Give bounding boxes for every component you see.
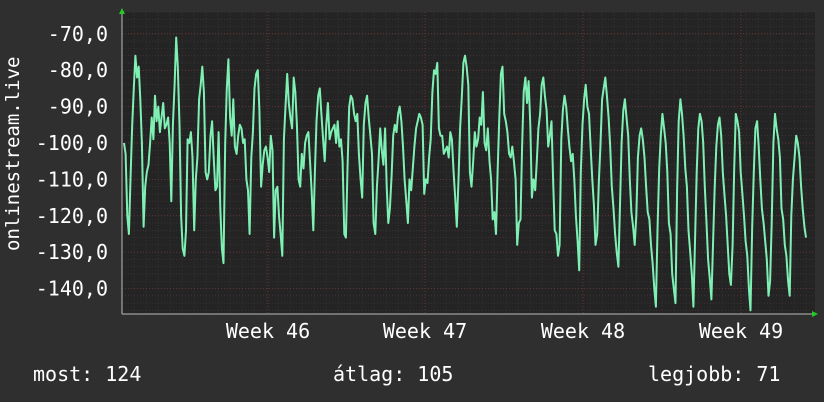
y-tick-label: -90,0 [48,95,108,119]
x-axis-arrow-icon [812,311,818,317]
stat-best: legjobb: 71 [648,362,781,386]
y-tick-label: -120,0 [36,204,108,228]
x-axis-ticks: Week 46 Week 47 Week 48 Week 49 [226,319,783,343]
x-tick-label: Week 46 [226,319,310,343]
stat-current: most: 124 [33,362,142,386]
y-axis-label: onlinestream.live [2,56,24,251]
y-tick-label: -80,0 [48,58,108,82]
y-tick-label: -110,0 [36,167,108,191]
x-tick-label: Week 49 [699,319,783,343]
y-tick-label: -100,0 [36,131,108,155]
chart-series [123,36,807,312]
y-tick-label: -140,0 [36,277,108,301]
y-tick-label: -70,0 [48,22,108,46]
x-tick-label: Week 48 [541,319,625,343]
y-tick-label: -130,0 [36,240,108,264]
stat-average: átlag: 105 [333,362,454,386]
y-axis-arrow-icon [119,8,125,14]
series-line [123,36,807,312]
y-axis-ticks: -70,0 -80,0 -90,0 -100,0 -110,0 -120,0 -130,0 -… [36,22,108,301]
x-tick-label: Week 47 [383,319,467,343]
axes [119,8,818,317]
chart-plot-area [122,12,815,314]
